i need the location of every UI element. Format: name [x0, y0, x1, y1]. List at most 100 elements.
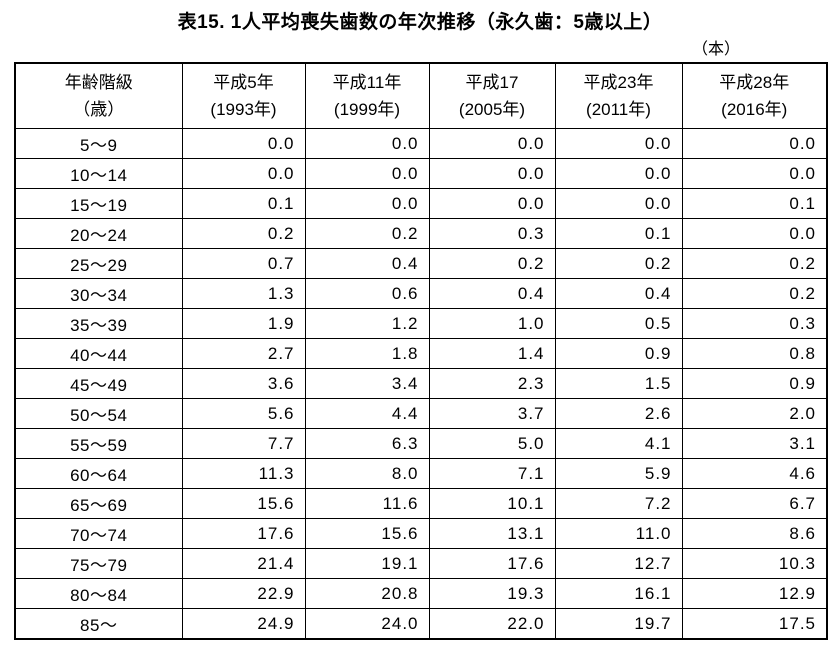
value-cell: 12.9	[681, 578, 828, 609]
header-cell-heisei11: 平成11年 (1999年)	[304, 62, 430, 129]
value-cell: 0.2	[681, 278, 828, 309]
table-row: 55～59 7.7 6.3 5.0 4.1 3.1	[14, 428, 828, 459]
value-cell: 0.4	[554, 278, 683, 309]
value-cell: 20.8	[304, 578, 430, 609]
value-cell: 0.8	[681, 338, 828, 369]
value-cell: 2.7	[181, 338, 306, 369]
header-line2: (2005年)	[458, 100, 526, 119]
value-cell: 0.4	[304, 248, 430, 279]
header-line2: (2011年)	[586, 100, 651, 119]
age-cell: 40～44	[14, 338, 183, 369]
table-title: 表15. 1人平均喪失歯数の年次推移（永久歯：5歳以上）	[177, 12, 663, 33]
table-row: 65～69 15.6 11.6 10.1 7.2 6.7	[14, 488, 828, 519]
value-cell: 4.4	[304, 398, 430, 429]
age-cell: 20～24	[14, 218, 183, 249]
table-row: 30～34 1.3 0.6 0.4 0.4 0.2	[14, 278, 828, 309]
value-cell: 0.0	[181, 128, 306, 159]
value-cell: 0.0	[181, 158, 306, 189]
table-row: 45～49 3.6 3.4 2.3 1.5 0.9	[14, 368, 828, 399]
age-cell: 5～9	[14, 128, 183, 159]
table-row: 60～64 11.3 8.0 7.1 5.9 4.6	[14, 458, 828, 489]
value-cell: 0.0	[681, 128, 828, 159]
value-cell: 15.6	[181, 488, 306, 519]
value-cell: 17.5	[681, 608, 828, 640]
value-cell: 3.1	[681, 428, 828, 459]
age-cell: 85～	[14, 608, 183, 640]
age-cell: 70～74	[14, 518, 183, 549]
age-cell: 80～84	[14, 578, 183, 609]
table-row: 25～29 0.7 0.4 0.2 0.2 0.2	[14, 248, 828, 279]
value-cell: 2.3	[428, 368, 556, 399]
value-cell: 0.1	[554, 218, 683, 249]
value-cell: 0.1	[181, 188, 306, 219]
value-cell: 0.3	[681, 308, 828, 339]
age-cell: 75～79	[14, 548, 183, 579]
header-line1: 年齢階級	[64, 73, 133, 92]
value-cell: 1.2	[304, 308, 430, 339]
value-cell: 0.0	[554, 128, 683, 159]
value-cell: 7.7	[181, 428, 306, 459]
value-cell: 13.1	[428, 518, 556, 549]
value-cell: 0.2	[428, 248, 556, 279]
table-row: 40～44 2.7 1.8 1.4 0.9 0.8	[14, 338, 828, 369]
value-cell: 10.1	[428, 488, 556, 519]
value-cell: 16.1	[554, 578, 683, 609]
age-cell: 50～54	[14, 398, 183, 429]
value-cell: 11.3	[181, 458, 306, 489]
value-cell: 1.8	[304, 338, 430, 369]
age-cell: 10～14	[14, 158, 183, 189]
value-cell: 3.7	[428, 398, 556, 429]
value-cell: 1.3	[181, 278, 306, 309]
value-cell: 2.6	[554, 398, 683, 429]
value-cell: 0.0	[304, 128, 430, 159]
value-cell: 0.7	[181, 248, 306, 279]
table-row: 50～54 5.6 4.4 3.7 2.6 2.0	[14, 398, 828, 429]
age-cell: 35～39	[14, 308, 183, 339]
value-cell: 1.9	[181, 308, 306, 339]
table-row: 35～39 1.9 1.2 1.0 0.5 0.3	[14, 308, 828, 339]
table-row: 75～79 21.4 19.1 17.6 12.7 10.3	[14, 548, 828, 579]
value-cell: 1.4	[428, 338, 556, 369]
header-line2: （歳）	[73, 100, 125, 119]
header-line1: 平成11年	[332, 73, 402, 92]
header-line2: (2016年)	[721, 100, 788, 119]
value-cell: 0.0	[304, 158, 430, 189]
header-line1: 平成28年	[719, 73, 790, 92]
age-cell: 25～29	[14, 248, 183, 279]
value-cell: 0.0	[554, 158, 683, 189]
value-cell: 15.6	[304, 518, 430, 549]
unit-label: （本）	[691, 41, 740, 58]
table-row: 70～74 17.6 15.6 13.1 11.0 8.6	[14, 518, 828, 549]
value-cell: 19.3	[428, 578, 556, 609]
table-row: 10～14 0.0 0.0 0.0 0.0 0.0	[14, 158, 828, 189]
value-cell: 0.0	[428, 188, 556, 219]
header-line1: 平成23年	[583, 73, 654, 92]
age-cell: 45～49	[14, 368, 183, 399]
value-cell: 4.1	[554, 428, 683, 459]
value-cell: 3.6	[181, 368, 306, 399]
age-cell: 55～59	[14, 428, 183, 459]
header-line2: (1993年)	[210, 100, 277, 119]
value-cell: 24.0	[304, 608, 430, 640]
value-cell: 0.2	[681, 248, 828, 279]
value-cell: 11.0	[554, 518, 683, 549]
header-line2: (1999年)	[333, 100, 401, 119]
value-cell: 0.9	[554, 338, 683, 369]
value-cell: 0.2	[554, 248, 683, 279]
value-cell: 0.6	[304, 278, 430, 309]
table-row: 85～ 24.9 24.0 22.0 19.7 17.5	[14, 608, 828, 640]
value-cell: 0.0	[681, 218, 828, 249]
header-cell-heisei28: 平成28年 (2016年)	[681, 62, 828, 129]
value-cell: 0.0	[554, 188, 683, 219]
value-cell: 24.9	[181, 608, 306, 640]
value-cell: 12.7	[554, 548, 683, 579]
value-cell: 0.3	[428, 218, 556, 249]
value-cell: 6.7	[681, 488, 828, 519]
age-cell: 15～19	[14, 188, 183, 219]
table-row: 5～9 0.0 0.0 0.0 0.0 0.0	[14, 128, 828, 159]
value-cell: 22.0	[428, 608, 556, 640]
header-cell-heisei23: 平成23年 (2011年)	[554, 62, 683, 129]
value-cell: 1.5	[554, 368, 683, 399]
value-cell: 0.4	[428, 278, 556, 309]
value-cell: 0.0	[428, 128, 556, 159]
